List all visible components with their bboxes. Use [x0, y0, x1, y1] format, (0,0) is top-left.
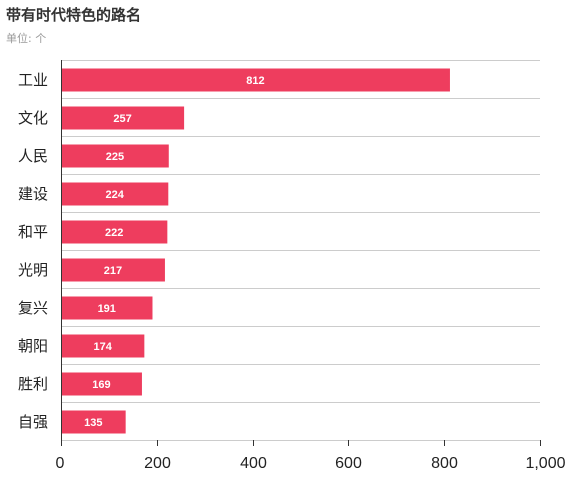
bar	[61, 182, 169, 206]
category-label: 复兴	[18, 299, 48, 317]
chart-subtitle: 单位: 个	[6, 32, 47, 45]
category-label: 和平	[18, 223, 48, 241]
bar-value-label: 224	[105, 189, 124, 201]
x-tick-label: 800	[431, 455, 458, 472]
bar-value-label: 191	[98, 303, 116, 315]
bar	[61, 220, 168, 244]
bar	[61, 410, 126, 434]
category-label: 光明	[18, 261, 48, 279]
category-label: 建设	[18, 185, 48, 203]
bar-value-label: 812	[246, 75, 264, 87]
category-label: 自强	[18, 413, 48, 431]
bar-value-label: 225	[106, 151, 124, 163]
category-label: 胜利	[18, 375, 48, 393]
category-label: 文化	[18, 109, 48, 127]
bar-value-label: 217	[104, 265, 122, 277]
x-tick-label: 0	[56, 455, 65, 472]
x-tick-label: 400	[240, 455, 267, 472]
category-label: 工业	[18, 71, 48, 89]
category-label: 人民	[18, 147, 48, 165]
category-label: 朝阳	[18, 337, 48, 355]
bar	[61, 296, 153, 320]
x-tick-label: 1,000	[525, 455, 565, 472]
bar-value-label: 169	[92, 379, 110, 391]
bar	[61, 144, 169, 168]
bar	[61, 68, 450, 92]
bar-value-label: 135	[84, 417, 102, 429]
bar	[61, 372, 142, 396]
bar-value-label: 257	[113, 113, 131, 125]
chart-title: 带有时代特色的路名	[6, 6, 142, 24]
x-tick-label: 200	[144, 455, 171, 472]
bar-value-label: 174	[93, 341, 112, 353]
bar-value-label: 222	[105, 227, 123, 239]
bar	[61, 106, 185, 130]
bar	[61, 258, 165, 282]
bar	[61, 334, 145, 358]
x-tick-label: 600	[335, 455, 362, 472]
